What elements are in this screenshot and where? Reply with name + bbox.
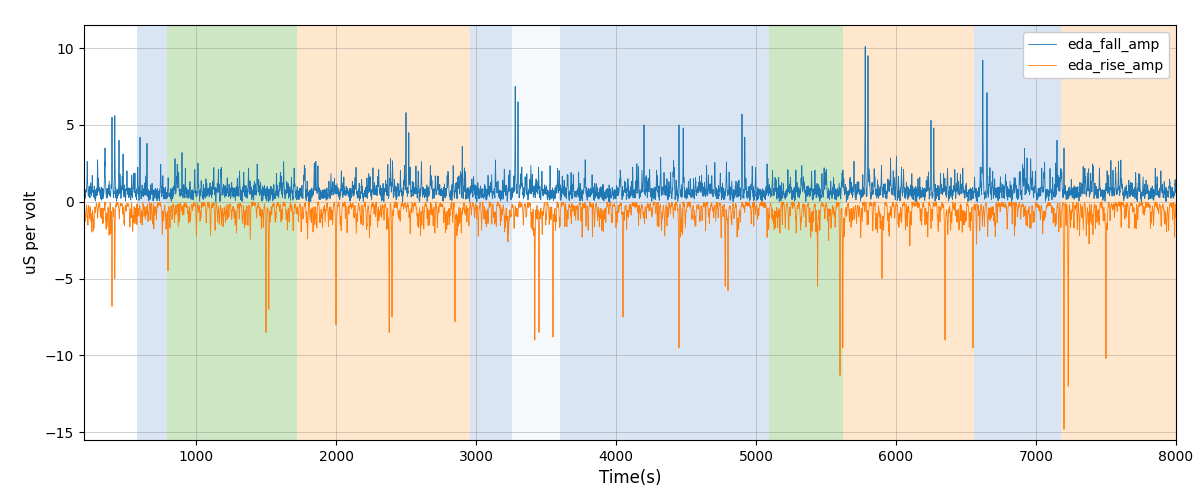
Bar [560, 25, 740, 440]
eda_fall_amp [940, 194, 954, 200]
eda_fall_amp [49, 190, 64, 196]
Y-axis label: uS per volt: uS per volt [24, 191, 40, 274]
eda_rise_amp [712, 204, 726, 210]
Bar [842, 25, 974, 440]
Line: eda_fall_amp: eda_fall_amp [56, 46, 1176, 202]
eda_fall_amp [106, 161, 120, 167]
eda_fall_amp [209, 199, 223, 205]
eda_fall_amp [761, 184, 775, 190]
Legend: eda_fall_amp, eda_rise_amp: eda_fall_amp, eda_rise_amp [1022, 32, 1169, 78]
eda_rise_amp [1169, 214, 1183, 220]
Bar [470, 25, 512, 440]
eda_fall_amp [880, 192, 894, 198]
Bar [740, 25, 769, 440]
eda_fall_amp [858, 44, 872, 50]
eda_fall_amp [455, 190, 469, 196]
eda_rise_amp [761, 212, 775, 218]
Bar [974, 25, 1061, 440]
Bar [137, 25, 167, 440]
Bar [167, 25, 296, 440]
Bar [769, 25, 842, 440]
eda_rise_amp [455, 223, 469, 229]
Bar [1061, 25, 1190, 440]
eda_rise_amp [49, 200, 64, 206]
eda_fall_amp [1169, 190, 1183, 196]
Line: eda_rise_amp: eda_rise_amp [56, 202, 1176, 429]
eda_rise_amp [602, 199, 617, 205]
eda_rise_amp [106, 246, 120, 252]
Bar [296, 25, 470, 440]
X-axis label: Time(s): Time(s) [599, 470, 661, 488]
eda_rise_amp [1057, 426, 1072, 432]
eda_fall_amp [712, 192, 726, 198]
eda_rise_amp [938, 210, 953, 216]
eda_rise_amp [880, 202, 894, 208]
Bar [512, 25, 560, 440]
